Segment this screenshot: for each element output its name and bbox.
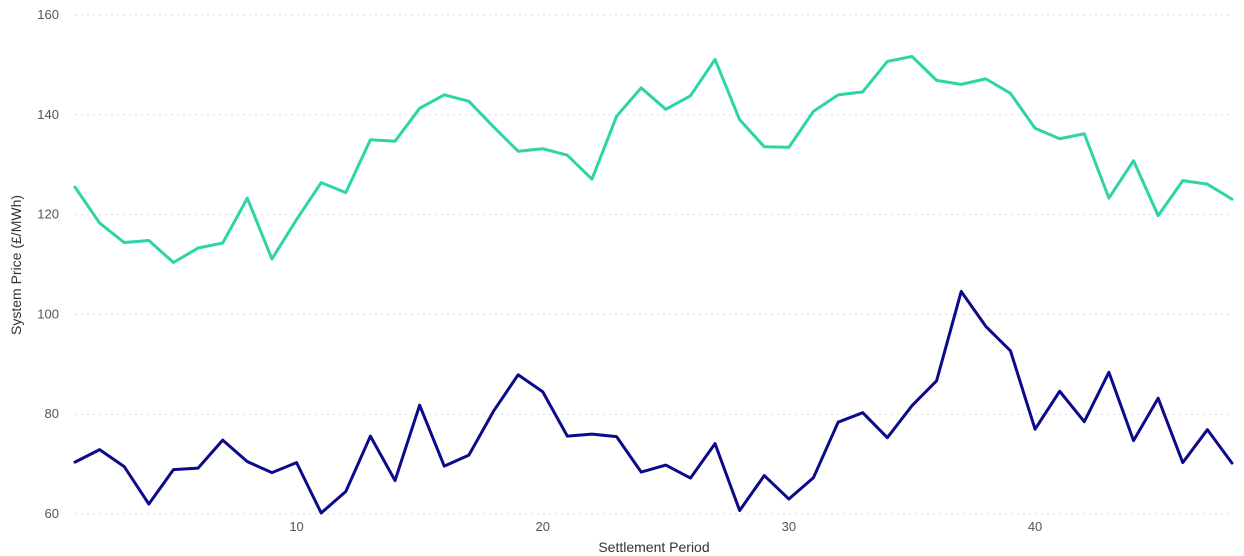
y-tick-label: 60 (45, 506, 59, 521)
y-tick-label: 160 (37, 7, 59, 22)
y-tick-label: 120 (37, 207, 59, 222)
y-axis-title: System Price (£/MWh) (8, 195, 24, 335)
x-tick-label: 30 (782, 519, 796, 534)
tick-layer: 60 80 100 120 140 160 10 20 30 40 (37, 7, 1042, 534)
y-tick-label: 80 (45, 406, 59, 421)
x-axis-title: Settlement Period (598, 539, 709, 555)
y-tick-label: 100 (37, 306, 59, 321)
series-line-1 (73, 54, 1234, 264)
x-tick-label: 40 (1028, 519, 1042, 534)
x-tick-label: 10 (289, 519, 303, 534)
grid-layer (75, 14, 1232, 515)
series-layer (73, 54, 1234, 515)
series-line-2 (73, 289, 1234, 515)
x-tick-label: 20 (535, 519, 549, 534)
y-tick-label: 140 (37, 107, 59, 122)
